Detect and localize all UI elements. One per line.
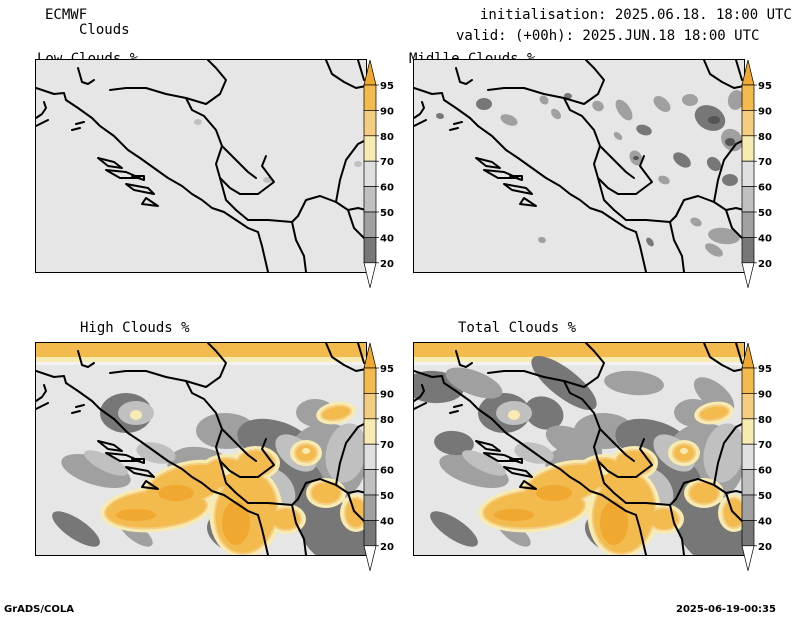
footer-timestamp: 2025-06-19-00:35: [676, 604, 776, 615]
colorbar-tick-label: 90: [758, 389, 772, 400]
colorbar-tick-label: 60: [758, 466, 772, 477]
colorbar-tick-label: 80: [380, 132, 394, 143]
colorbar-tick-label: 70: [380, 440, 394, 451]
colorbar-tick-label: 70: [380, 157, 394, 168]
colorbar-tick-label: 40: [380, 233, 394, 244]
colorbar-tick-label: 40: [758, 516, 772, 527]
panel-title-total: Total Clouds %: [458, 320, 577, 336]
valid-time: valid: (+00h): 2025.JUN.18 18:00 UTC: [456, 28, 760, 44]
field-label: Clouds: [79, 22, 130, 38]
colorbar-tick-label: 80: [380, 415, 394, 426]
colorbar-tick-label: 50: [380, 208, 394, 219]
colorbar-low: 95 90 80 70 60 50 40 20: [363, 59, 401, 291]
colorbar-tick-label: 40: [758, 233, 772, 244]
panel-title-high: High Clouds %: [80, 320, 190, 336]
colorbar-total: 95 90 80 70 60 50 40 20: [741, 342, 779, 574]
colorbar-tick-label: 50: [758, 491, 772, 502]
colorbar-middle: 95 90 80 70 60 50 40 20: [741, 59, 779, 291]
map-panel-high: [35, 342, 367, 556]
init-time: initialisation: 2025.06.18. 18:00 UTC: [480, 7, 792, 23]
colorbar-tick-label: 20: [380, 259, 394, 270]
colorbar-tick-label: 90: [380, 106, 394, 117]
colorbar-tick-label: 60: [380, 183, 394, 194]
colorbar-tick-label: 90: [380, 389, 394, 400]
colorbar-tick-label: 60: [758, 183, 772, 194]
colorbar-tick-label: 70: [758, 157, 772, 168]
map-panel-middle: [413, 59, 745, 273]
colorbar-tick-label: 95: [380, 81, 394, 92]
colorbar-tick-label: 20: [758, 259, 772, 270]
colorbar-tick-label: 95: [758, 81, 772, 92]
colorbar-tick-label: 40: [380, 516, 394, 527]
footer-software: GrADS/COLA: [4, 604, 74, 615]
colorbar-tick-label: 70: [758, 440, 772, 451]
colorbar-tick-label: 50: [758, 208, 772, 219]
colorbar-tick-label: 90: [758, 106, 772, 117]
colorbar-tick-label: 95: [758, 364, 772, 375]
colorbar-tick-label: 20: [758, 542, 772, 553]
map-panel-low: [35, 59, 367, 273]
model-label: ECMWF: [45, 7, 88, 23]
colorbar-tick-label: 50: [380, 491, 394, 502]
colorbar-tick-label: 20: [380, 542, 394, 553]
colorbar-tick-label: 60: [380, 466, 394, 477]
colorbar-tick-label: 80: [758, 415, 772, 426]
colorbar-high: 95 90 80 70 60 50 40 20: [363, 342, 401, 574]
colorbar-tick-label: 95: [380, 364, 394, 375]
map-panel-total: [413, 342, 745, 556]
colorbar-tick-label: 80: [758, 132, 772, 143]
